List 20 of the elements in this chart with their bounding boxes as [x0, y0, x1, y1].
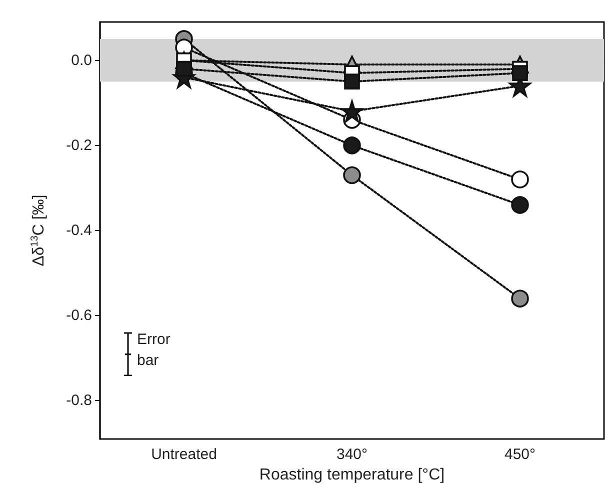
point	[343, 136, 361, 154]
point	[341, 100, 363, 122]
annotation: Error bar	[137, 330, 172, 371]
x-tick-label: 450°	[504, 446, 536, 463]
y-tick-label: -0.6	[66, 307, 92, 324]
x-axis-title: Roasting temperature [°C]	[259, 466, 445, 484]
point	[511, 196, 529, 214]
point	[511, 170, 529, 188]
x-tick-label: Untreated	[151, 446, 217, 463]
y-tick-label: -0.2	[66, 136, 92, 154]
point	[344, 74, 360, 90]
point	[176, 60, 192, 77]
y-tick-label: -0.8	[66, 392, 92, 410]
x-tick-label: 340°	[336, 446, 368, 463]
point	[343, 166, 361, 184]
y-axis-title: Δδ13C [‰]	[30, 194, 48, 266]
point	[512, 65, 528, 81]
y-tick-label: -0.4	[66, 222, 92, 239]
point	[511, 290, 529, 308]
y-tick-label: 0.0	[71, 52, 92, 69]
